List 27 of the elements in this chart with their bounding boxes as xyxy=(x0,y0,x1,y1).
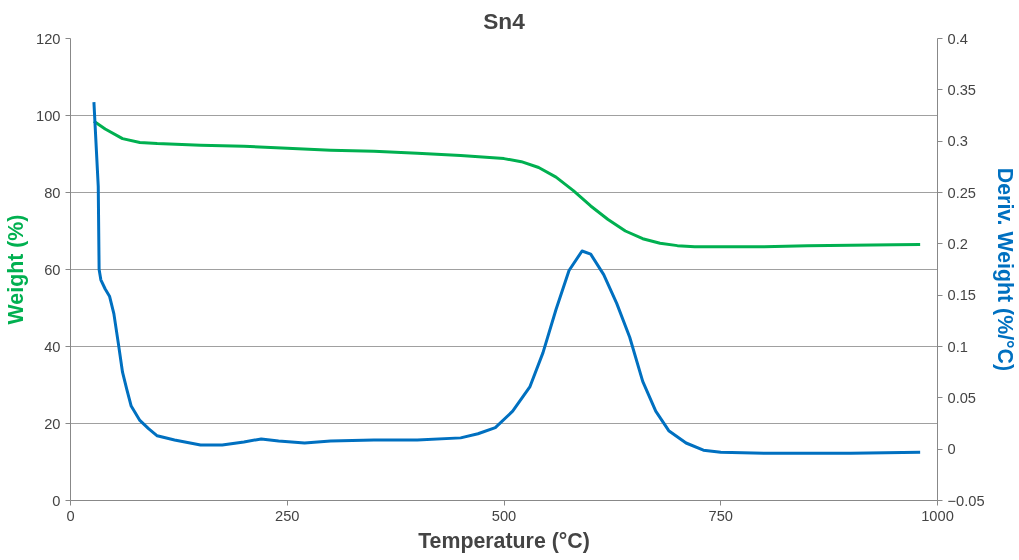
line-series xyxy=(92,100,922,455)
y-tick-label: 100 xyxy=(36,107,61,124)
y-axis-title: Weight (%) xyxy=(4,214,29,325)
x-tick-label: 0 xyxy=(66,507,75,524)
y-tick-label: 60 xyxy=(44,261,61,278)
y2-axis-title: Deriv. Weight (%/°C) xyxy=(992,167,1017,372)
y-tick-label: 80 xyxy=(44,184,61,201)
y2-tick-label: 0.05 xyxy=(947,389,977,406)
x-tick-label: 500 xyxy=(491,507,517,524)
x-tick-label: 1000 xyxy=(921,507,954,524)
y2-tick-label: 0.3 xyxy=(947,133,968,150)
y-tick-label: 0 xyxy=(52,492,61,509)
y2-tick-label: 0.35 xyxy=(947,81,977,98)
y2-tick-label: −0.05 xyxy=(947,492,985,509)
y2-tick-label: 0.2 xyxy=(947,235,968,252)
y2-tick-label: 0 xyxy=(947,441,956,458)
y2-tick-label: 0.4 xyxy=(947,30,968,47)
chart-title: Sn4 xyxy=(483,7,526,34)
y2-tick-label: 0.15 xyxy=(947,287,977,304)
x-tick-label: 250 xyxy=(275,507,300,524)
y-tick-label: 20 xyxy=(44,415,61,432)
y2-tick-label: 0.1 xyxy=(947,338,968,355)
x-tick-label: 750 xyxy=(708,507,733,524)
y2-tick-label: 0.25 xyxy=(947,184,977,201)
x-axis-title: Temperature (°C) xyxy=(418,528,590,553)
y-tick-label: 40 xyxy=(44,338,61,355)
y-tick-label: 120 xyxy=(36,30,61,47)
